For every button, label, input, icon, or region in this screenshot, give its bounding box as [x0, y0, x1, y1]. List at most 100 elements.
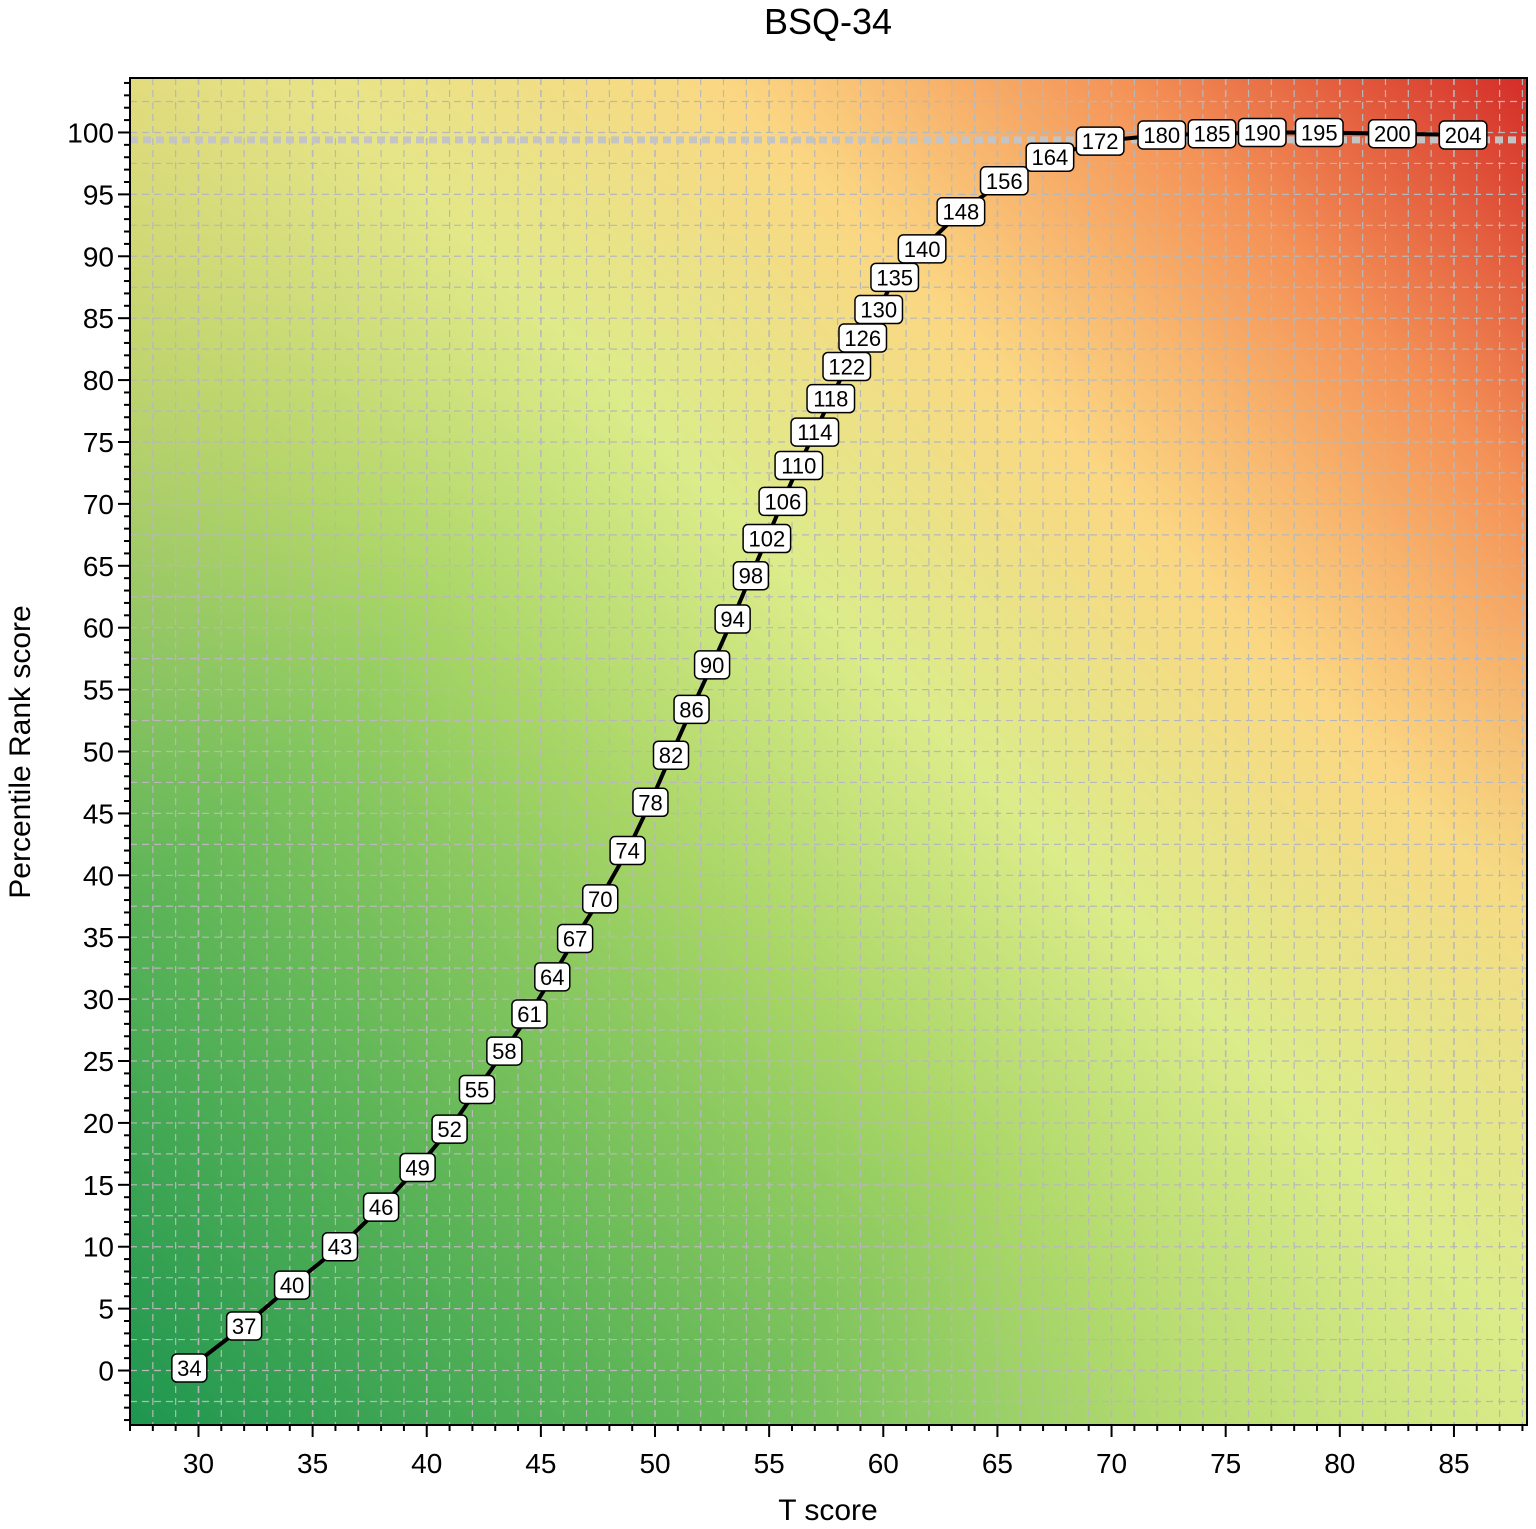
- chart-title: BSQ-34: [764, 1, 892, 42]
- y-axis-label: Percentile Rank score: [4, 605, 37, 898]
- point-label-text: 135: [876, 265, 913, 290]
- point-label-box: [1075, 126, 1125, 156]
- point-label: 37: [225, 1311, 263, 1341]
- point-label-text: 61: [517, 1002, 541, 1027]
- point-label-text: 52: [437, 1117, 461, 1142]
- x-tick-label: 75: [1210, 1448, 1241, 1479]
- point-label-box: [486, 1036, 523, 1066]
- point-label-text: 180: [1143, 123, 1180, 148]
- point-label: 130: [854, 294, 904, 325]
- x-tick-label: 60: [868, 1448, 899, 1479]
- y-tick-label: 65: [83, 551, 114, 582]
- y-tick-label: 60: [83, 613, 114, 644]
- point-label: 114: [790, 417, 840, 447]
- point-label-text: 90: [700, 653, 724, 678]
- point-label-text: 74: [615, 839, 639, 864]
- point-label-box: [399, 1152, 436, 1183]
- y-axis: 0 5 10 15 20 25 30 35 40 45 50 55 60 65 70 75 80 85 90 95 10…: [67, 81, 130, 1422]
- point-label: 82: [652, 740, 690, 770]
- point-label: 148: [936, 196, 986, 227]
- x-tick-label: 65: [982, 1448, 1013, 1479]
- point-label-box: [171, 1353, 208, 1383]
- point-label: 61: [511, 999, 548, 1029]
- point-label: 58: [486, 1036, 523, 1066]
- point-label: 204: [1438, 120, 1488, 150]
- point-label-text: 122: [828, 354, 865, 379]
- point-label-box: [1025, 142, 1075, 172]
- point-label-box: [806, 383, 856, 414]
- point-label-text: 114: [797, 420, 832, 445]
- point-label-text: 102: [749, 527, 786, 552]
- point-label-text: 49: [405, 1155, 429, 1180]
- point-label-text: 204: [1445, 123, 1482, 148]
- point-label-text: 67: [563, 926, 587, 951]
- y-tick-label: 15: [83, 1170, 114, 1201]
- point-label-text: 118: [813, 387, 848, 412]
- x-tick-label: 40: [411, 1448, 442, 1479]
- point-label: 64: [534, 962, 571, 992]
- point-label-text: 55: [465, 1077, 489, 1102]
- point-label: 34: [171, 1353, 208, 1383]
- series-line: [188, 130, 1464, 1370]
- point-label: 98: [732, 560, 770, 591]
- point-label-box: [362, 1192, 400, 1222]
- point-label-text: 126: [844, 326, 881, 351]
- point-label-box: [732, 560, 770, 591]
- x-axis-label: T score: [778, 1494, 877, 1527]
- y-tick-label: 10: [83, 1232, 114, 1263]
- point-label: 78: [632, 787, 669, 818]
- series-line-path: [188, 130, 1464, 1370]
- x-tick-label: 50: [639, 1448, 670, 1479]
- y-tick-label: 70: [83, 489, 114, 520]
- point-label-text: 58: [492, 1039, 516, 1064]
- point-label-text: 130: [860, 298, 897, 323]
- y-tick-label: 25: [83, 1046, 114, 1077]
- point-label: 102: [742, 523, 792, 554]
- point-label: 70: [581, 884, 619, 914]
- point-label-box: [556, 923, 594, 954]
- point-label-box: [273, 1270, 311, 1300]
- point-label-text: 164: [1032, 145, 1069, 170]
- point-label-box: [1187, 118, 1237, 149]
- point-label-box: [870, 262, 920, 293]
- point-label-box: [609, 835, 646, 866]
- point-label-text: 64: [540, 965, 564, 990]
- point-label-box: [854, 294, 904, 325]
- x-tick-label: 70: [1096, 1448, 1127, 1479]
- y-tick-label: 50: [83, 737, 114, 768]
- point-label: 106: [758, 486, 808, 517]
- point-label-box: [581, 884, 619, 914]
- point-label: 74: [609, 835, 646, 866]
- point-label-text: 106: [764, 489, 801, 514]
- point-label: 67: [556, 923, 594, 954]
- y-tick-label: 85: [83, 303, 114, 334]
- point-label: 110: [774, 450, 824, 481]
- y-tick-label: 0: [98, 1356, 114, 1387]
- point-label-text: 82: [659, 743, 683, 768]
- point-label-text: 190: [1244, 120, 1281, 145]
- point-label: 180: [1137, 120, 1187, 150]
- point-label-box: [742, 523, 792, 554]
- point-label-text: 86: [679, 697, 703, 722]
- point-label-box: [758, 486, 808, 517]
- x-tick-label: 35: [297, 1448, 328, 1479]
- y-tick-label: 30: [83, 984, 114, 1015]
- point-label-text: 110: [781, 454, 816, 479]
- point-label: 195: [1294, 117, 1344, 148]
- y-tick-label: 35: [83, 922, 114, 953]
- point-label: 86: [673, 694, 710, 725]
- y-tick-label: 20: [83, 1108, 114, 1139]
- x-tick-label: 80: [1324, 1448, 1355, 1479]
- point-label-box: [774, 450, 824, 481]
- point-label: 135: [870, 262, 920, 293]
- point-label: 118: [806, 383, 856, 414]
- x-tick-label: 30: [183, 1448, 214, 1479]
- x-tick-label: 85: [1438, 1448, 1469, 1479]
- point-label-text: 185: [1194, 122, 1231, 147]
- point-label-text: 98: [739, 564, 763, 589]
- y-tick-label: 95: [83, 179, 114, 210]
- y-tick-label: 75: [83, 427, 114, 458]
